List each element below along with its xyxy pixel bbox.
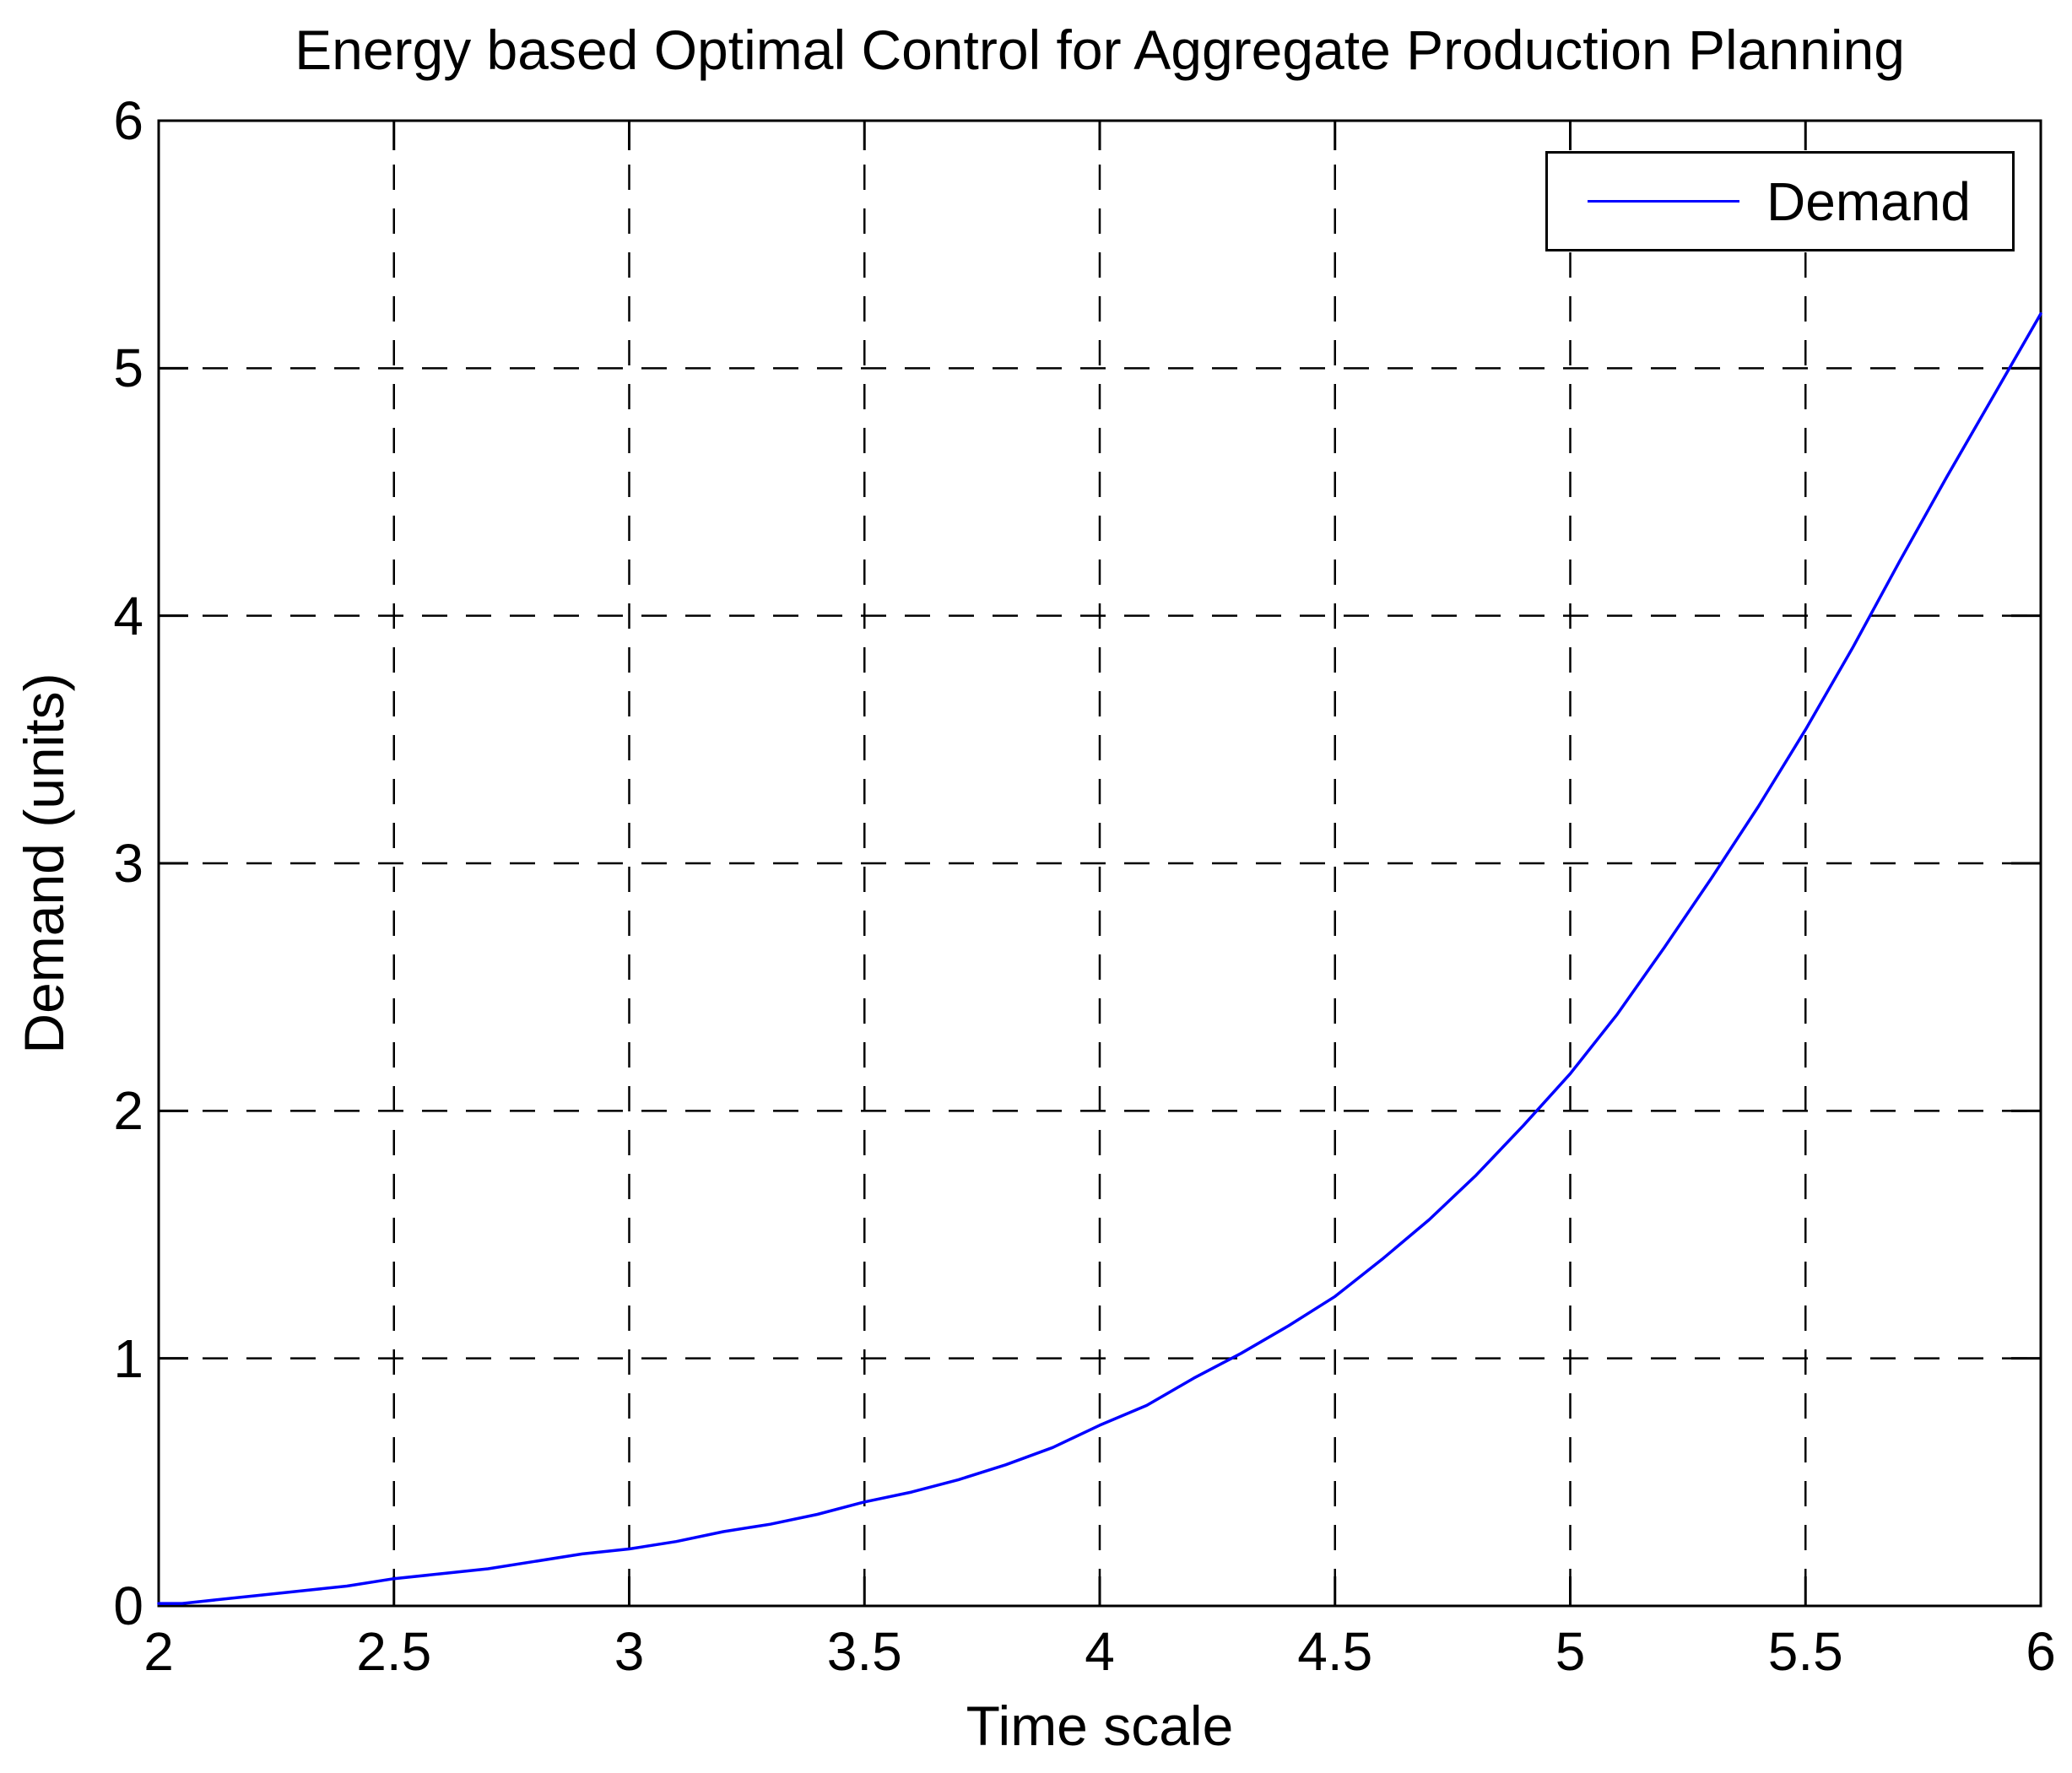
x-tick-label: 6 — [2026, 1621, 2056, 1682]
x-tick-label: 5 — [1555, 1621, 1586, 1682]
x-tick-label: 4.5 — [1297, 1621, 1373, 1682]
y-tick-label: 3 — [113, 833, 143, 894]
y-tick-label: 2 — [113, 1080, 143, 1142]
x-tick-label: 3 — [614, 1621, 645, 1682]
x-tick-label: 3.5 — [826, 1621, 902, 1682]
chart-title: Energy based Optimal Control for Aggrega… — [295, 19, 1905, 81]
legend-line-sample — [1588, 200, 1739, 203]
legend: Demand — [1545, 151, 2015, 251]
y-tick-label: 6 — [113, 90, 143, 151]
x-tick-label: 5.5 — [1767, 1621, 1843, 1682]
y-tick-label: 5 — [113, 338, 143, 399]
legend-label: Demand — [1766, 170, 1971, 232]
y-tick-label: 4 — [113, 585, 143, 646]
y-tick-label: 0 — [113, 1576, 143, 1636]
x-tick-label: 4 — [1085, 1621, 1115, 1682]
y-tick-label: 1 — [113, 1327, 143, 1389]
demand-curve — [157, 312, 2042, 1605]
x-axis-label: Time scale — [966, 1695, 1234, 1757]
x-tick-label: 2 — [143, 1621, 174, 1682]
x-tick-label: 2.5 — [356, 1621, 432, 1682]
